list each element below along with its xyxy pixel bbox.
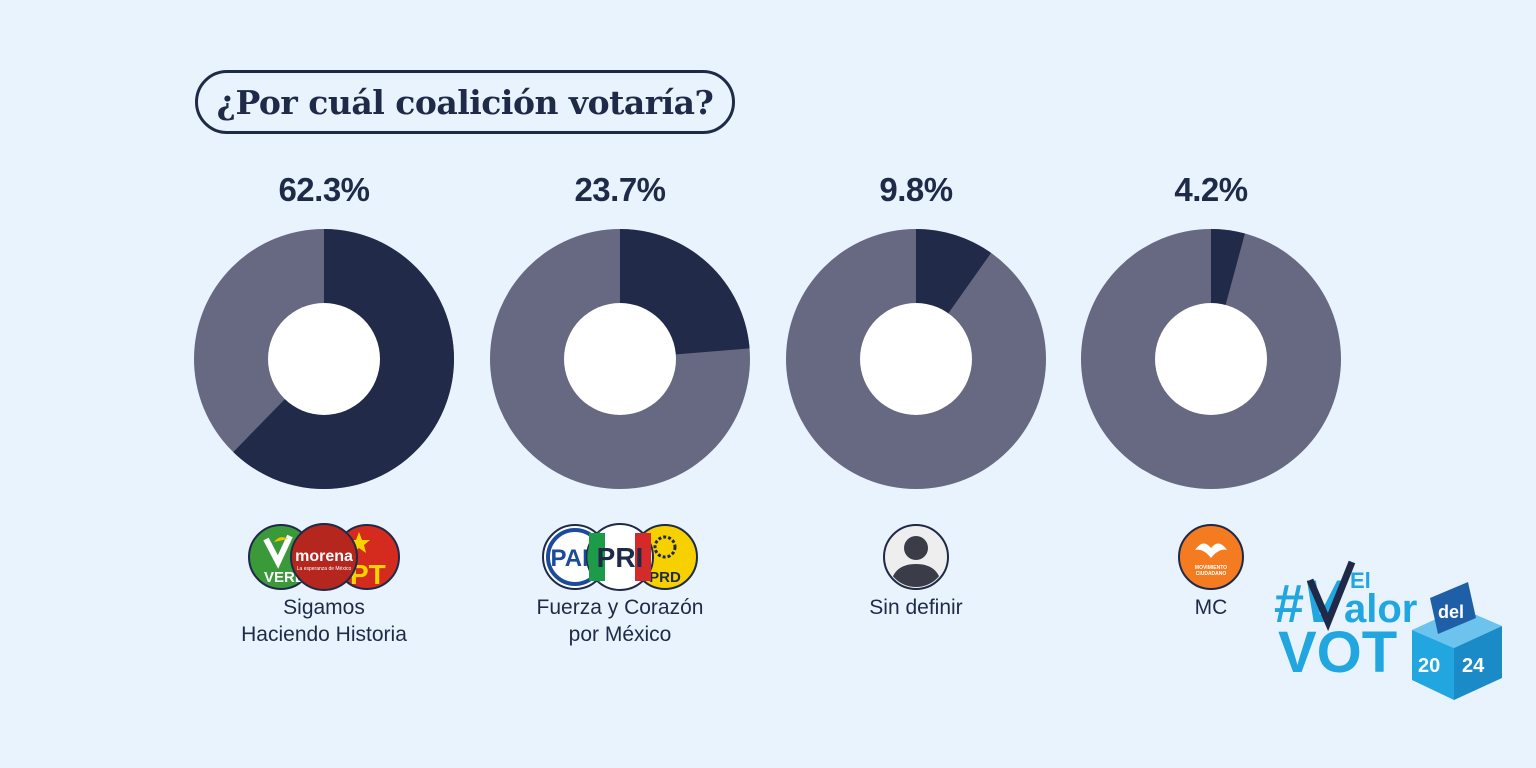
donut-hole [860, 303, 972, 415]
coalition-label-line: por México [568, 623, 672, 646]
morena-logo: morena La esperanza de México [290, 523, 358, 591]
coalition-label-line: Sin definir [869, 596, 963, 619]
brand-alor: alor [1344, 587, 1417, 631]
coalition-label: MC [1061, 594, 1361, 621]
person-icon [883, 524, 949, 590]
morena-tagline: La esperanza de México [297, 566, 352, 572]
chart-title: ¿Por cuál coalición votaría? [216, 82, 714, 122]
coalition-label-line: Fuerza y Corazón [536, 596, 704, 619]
coalition-column-1: 23.7% PRD PAN PRI Fuerza y Corazón [470, 160, 770, 648]
mc-logo: MOVIMIENTO CIUDADANO [1178, 524, 1244, 590]
brand-el: El [1350, 568, 1371, 593]
coalition-column-3: 4.2% MOVIMIENTO CIUDADANO MC [1061, 160, 1361, 621]
mc-text-line1: MOVIMIENTO [1195, 565, 1227, 571]
brand-hash: # [1274, 574, 1304, 634]
party-logos [766, 522, 1066, 592]
percentage-label: 62.3% [278, 171, 370, 208]
coalition-label: Sin definir [766, 594, 1066, 621]
valor-del-voto-logo: # V El alor VOT del 20 24 [1274, 560, 1502, 700]
donut-hole [564, 303, 676, 415]
coalition-column-0: 62.3% VERDE PT morena La esperanza de Mé… [174, 160, 474, 648]
coalition-column-2: 9.8% Sin definir [766, 160, 1066, 621]
brand-vot: VOT [1278, 620, 1397, 685]
party-logos: PRD PAN PRI [470, 522, 770, 592]
coalition-label: Sigamos Haciendo Historia [174, 594, 474, 648]
percentage-label: 9.8% [879, 171, 953, 208]
coalition-label: Fuerza y Corazón por México [470, 594, 770, 648]
percentage-label: 23.7% [574, 171, 666, 208]
prd-text: PRD [649, 569, 681, 586]
donut-chart [194, 229, 455, 490]
coalition-label-line: MC [1194, 596, 1228, 619]
coalition-label-line: Sigamos [283, 596, 365, 619]
donut-chart [786, 229, 1046, 489]
party-logos: VERDE PT morena La esperanza de México [174, 522, 474, 592]
ballot-box-icon: del 20 24 [1412, 582, 1502, 700]
percentage-label: 4.2% [1174, 171, 1248, 208]
title-pill: ¿Por cuál coalición votaría? [195, 70, 735, 134]
party-logos: MOVIMIENTO CIUDADANO [1061, 522, 1361, 592]
morena-text: morena [295, 548, 353, 565]
pri-logo: PRI [586, 523, 654, 591]
donut-chart [490, 229, 750, 489]
brand-year-b: 24 [1462, 655, 1485, 677]
mc-text-line2: CIUDADANO [1196, 571, 1227, 577]
pri-text: PRI [597, 542, 644, 573]
donut-chart [1081, 229, 1341, 489]
donut-hole [1155, 303, 1267, 415]
brand-del: del [1438, 602, 1464, 622]
brand-year-a: 20 [1418, 655, 1440, 677]
donut-hole [268, 303, 380, 415]
coalition-label-line: Haciendo Historia [241, 623, 407, 646]
